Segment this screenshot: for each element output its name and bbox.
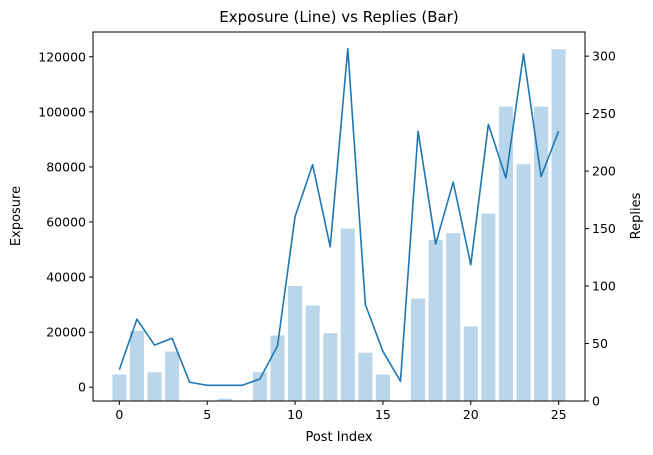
line-series-exposure: [118, 47, 560, 387]
bar: [446, 233, 461, 401]
bar: [498, 106, 513, 401]
bar: [481, 213, 496, 401]
x-tick-label: 20: [463, 407, 479, 422]
y-left-tick-label: 60000: [46, 215, 86, 230]
bar: [428, 240, 443, 401]
bar: [147, 372, 162, 401]
x-tick-label: 0: [115, 407, 123, 422]
y-right-tick-label: 0: [592, 394, 600, 409]
x-tick-label: 5: [203, 407, 211, 422]
y-axis-right-title: Replies: [629, 192, 644, 239]
bar: [305, 305, 320, 401]
y-right-tick-label: 250: [592, 106, 616, 121]
exposure-line: [118, 47, 560, 387]
x-axis: 0 5 10 15 20 25: [115, 401, 567, 422]
bar: [288, 286, 303, 401]
bar: [551, 49, 566, 402]
bar: [252, 372, 267, 401]
y-left-tick-label: 20000: [46, 325, 86, 340]
y-axis-left: 0 20000 40000 60000 80000 100000 120000: [38, 49, 93, 395]
y-right-tick-label: 50: [592, 336, 608, 351]
x-tick-label: 25: [551, 407, 567, 422]
plot-frame: [92, 31, 586, 402]
y-axis-left-title: Exposure: [9, 186, 24, 246]
bar: [534, 106, 549, 401]
chart-title: Exposure (Line) vs Replies (Bar): [219, 8, 458, 26]
y-left-tick-label: 0: [78, 380, 86, 395]
bar: [129, 330, 144, 401]
bar: [340, 228, 355, 401]
bar-series-replies: [112, 49, 566, 402]
bar: [463, 326, 478, 401]
y-left-tick-label: 100000: [38, 104, 86, 119]
y-left-tick-label: 80000: [46, 159, 86, 174]
bar: [165, 351, 180, 401]
x-tick-label: 15: [375, 407, 391, 422]
x-tick-label: 10: [287, 407, 303, 422]
y-right-tick-label: 100: [592, 279, 616, 294]
x-axis-title: Post Index: [305, 430, 372, 445]
y-right-tick-label: 200: [592, 164, 616, 179]
bar: [411, 298, 426, 401]
bar: [112, 374, 127, 401]
y-left-tick-label: 40000: [46, 270, 86, 285]
y-right-tick-label: 300: [592, 49, 616, 64]
bar: [323, 333, 338, 401]
bar: [358, 352, 373, 401]
y-axis-right: 0 50 100 150 200 250 300: [585, 49, 616, 409]
bar: [217, 398, 232, 401]
y-left-tick-label: 120000: [38, 49, 86, 64]
bar: [516, 164, 531, 401]
bar: [375, 374, 390, 401]
y-right-tick-label: 150: [592, 221, 616, 236]
